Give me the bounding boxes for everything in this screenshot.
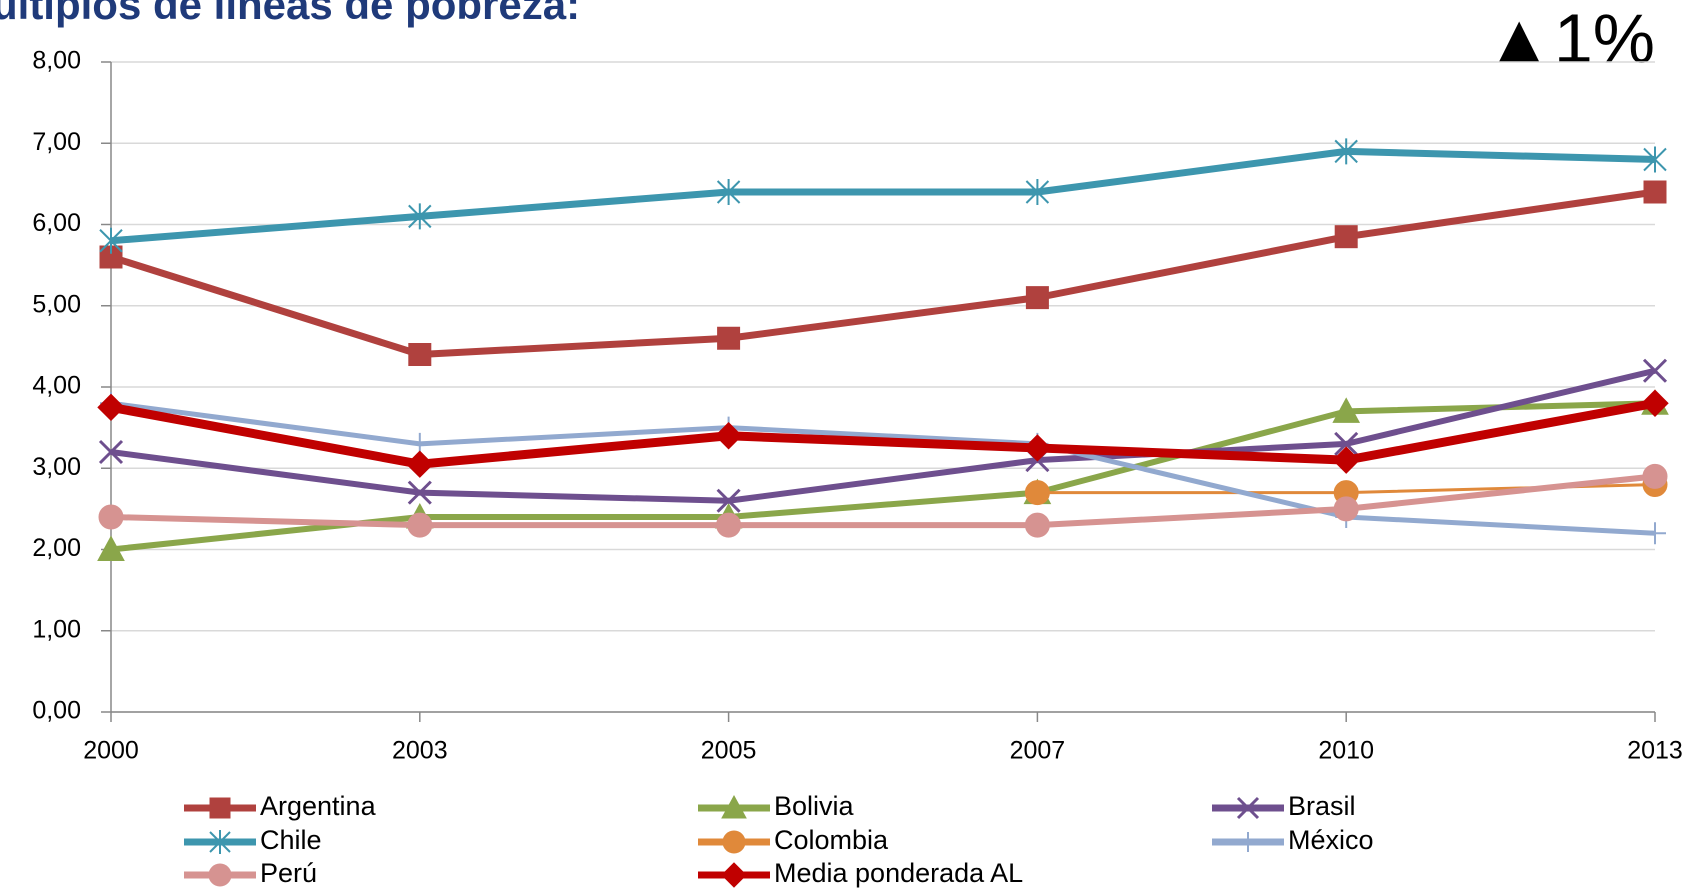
series-line — [110, 398, 1656, 469]
annotation: ▲1% — [1485, 0, 1655, 77]
legend-marker — [721, 862, 747, 888]
data-point — [716, 488, 741, 513]
data-point — [1025, 179, 1050, 205]
data-point — [98, 504, 124, 530]
data-point — [406, 450, 434, 478]
legend-marker — [1238, 832, 1258, 852]
y-tick-label: 2,00 — [32, 534, 81, 562]
y-tick-label: 5,00 — [32, 290, 81, 318]
y-tick-label: 4,00 — [32, 372, 81, 400]
legend-label: Colombia — [774, 825, 889, 855]
legend-marker — [721, 794, 747, 819]
y-tick-label: 7,00 — [32, 128, 81, 156]
legend-marker — [209, 830, 231, 854]
data-point — [1642, 358, 1668, 383]
series-line — [110, 367, 1656, 504]
data-point — [714, 422, 743, 450]
y-tick-label: 0,00 — [32, 697, 81, 725]
data-point — [98, 439, 124, 465]
legend-label: Media ponderada AL — [774, 858, 1023, 888]
legend-marker — [208, 863, 232, 887]
x-tick-label: 2005 — [701, 737, 757, 765]
data-point — [1334, 431, 1359, 456]
y-tick-label: 8,00 — [32, 47, 81, 75]
legend-label: Perú — [260, 858, 317, 888]
data-point — [1332, 446, 1360, 474]
x-tick-label: 2007 — [1010, 737, 1066, 765]
y-tick-label: 6,00 — [32, 209, 81, 237]
data-point — [1642, 463, 1668, 489]
data-point — [408, 203, 432, 230]
data-point — [716, 179, 741, 205]
x-tick-label: 2003 — [392, 737, 448, 765]
data-point — [1025, 286, 1049, 310]
data-point — [407, 480, 432, 505]
data-point — [1643, 180, 1667, 204]
data-point — [717, 326, 741, 350]
y-tick-label: 1,00 — [32, 615, 81, 643]
series-line — [110, 400, 1656, 536]
y-tick-label: 3,00 — [32, 453, 81, 481]
x-tick-label: 2010 — [1318, 737, 1374, 765]
data-point — [1641, 389, 1669, 417]
x-tick-label: 2013 — [1627, 737, 1683, 765]
data-point — [407, 512, 433, 538]
legend-label: Chile — [260, 825, 322, 855]
data-point — [97, 393, 125, 422]
series-line — [110, 473, 1656, 529]
legend-marker — [209, 797, 231, 819]
data-point — [716, 512, 742, 538]
data-point — [1333, 496, 1359, 522]
legend-label: Bolivia — [774, 791, 855, 821]
data-point — [1334, 225, 1358, 249]
data-point — [408, 343, 432, 366]
series-line — [109, 188, 1656, 358]
series-line — [110, 147, 1656, 245]
data-point — [97, 535, 125, 561]
legend-label: Argentina — [260, 791, 377, 821]
legend-label: Brasil — [1288, 791, 1356, 821]
data-point — [1024, 512, 1050, 538]
data-point — [1644, 522, 1666, 545]
legend-label: México — [1288, 825, 1374, 855]
data-point — [1023, 434, 1052, 462]
data-point — [99, 227, 123, 254]
x-tick-label: 2000 — [83, 737, 139, 765]
chart-title: últiplos de líneas de pobreza: — [0, 0, 580, 28]
data-point — [1334, 138, 1358, 165]
legend-marker — [1236, 796, 1260, 820]
data-point — [1643, 146, 1667, 173]
data-point — [1024, 480, 1050, 506]
data-point — [1332, 397, 1361, 423]
legend-marker — [722, 830, 746, 854]
